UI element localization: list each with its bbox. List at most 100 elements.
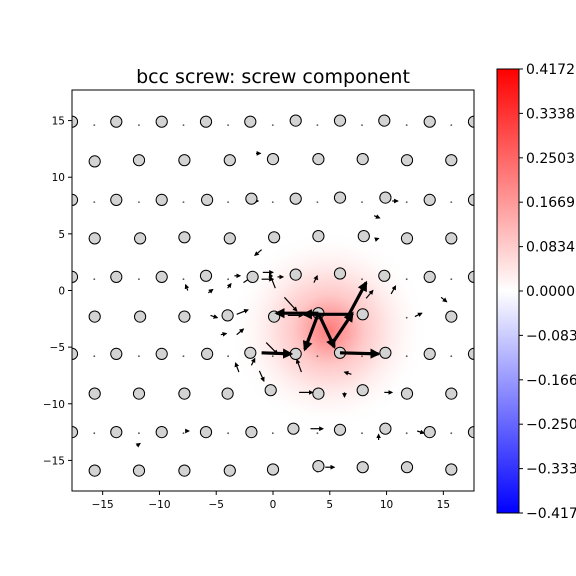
atom-marker <box>445 154 458 167</box>
grid-dot <box>361 432 363 435</box>
atom-marker <box>110 193 123 206</box>
grid-dot <box>316 355 319 358</box>
grid-dot <box>182 124 185 126</box>
atom-marker <box>289 268 302 281</box>
grid-dot <box>450 124 453 126</box>
grid-dot <box>93 432 96 435</box>
x-tick-label: −10 <box>148 499 170 511</box>
x-tick-label: −15 <box>92 499 114 511</box>
colorbar-gradient <box>496 68 520 514</box>
grid-dot <box>138 355 140 358</box>
colorbar-tick-label: 0.4172 <box>526 62 575 78</box>
colorbar-tick-label: 0.2503 <box>526 151 575 167</box>
atom-marker <box>110 347 123 360</box>
displacement-arrow-minor <box>343 370 352 376</box>
grid-dot <box>361 355 363 358</box>
atom-marker <box>199 269 213 282</box>
atom-marker <box>445 232 458 245</box>
atom-marker <box>289 347 302 360</box>
atom-marker <box>423 115 436 128</box>
displacement-arrow-minor <box>236 328 245 336</box>
colorbar-tick-label: −0.083 <box>526 328 576 344</box>
plot-area: −15 −10 −5 0 5 10 15 −15 −10 −5 0 5 10 15 <box>43 86 475 511</box>
atom-marker <box>379 422 392 435</box>
atom-marker <box>244 115 257 128</box>
displacement-arrow-major <box>316 312 336 349</box>
atom-marker <box>287 422 300 435</box>
displacement-arrow-minor <box>313 274 318 283</box>
colorbar-tick-label: 0.0000 <box>526 284 575 300</box>
atom-marker <box>266 463 280 476</box>
x-tick-label: 0 <box>270 499 277 511</box>
colorbar-tick-label: −0.250 <box>526 417 576 433</box>
colorbar-tick-label: −0.333 <box>526 462 576 478</box>
grid-dot <box>405 355 408 358</box>
colorbar-ticks: 0.4172 0.3338 0.2503 0.1669 0.0834 0.0000 −0.0… <box>519 62 576 522</box>
colorbar-tick-label: −0.417 <box>526 506 576 522</box>
atom-marker <box>199 115 213 128</box>
grid-dot <box>271 432 274 435</box>
displacement-arrow-minor <box>440 296 448 303</box>
atom-marker <box>400 232 414 245</box>
atom-marker <box>356 384 369 397</box>
atom-marker <box>379 346 392 359</box>
grid-dot <box>182 355 185 358</box>
displacement-arrow-minor <box>390 285 397 295</box>
grid-dot <box>93 278 96 281</box>
grid-dot <box>450 278 453 281</box>
grid-dot <box>316 201 319 204</box>
y-tick-label: 5 <box>58 229 65 241</box>
atom-marker <box>88 232 101 245</box>
atom-marker <box>423 347 436 360</box>
atoms <box>72 114 474 477</box>
atom-marker <box>110 426 123 439</box>
atom-marker <box>178 231 191 244</box>
grid-dot <box>93 124 96 126</box>
grid-dot <box>450 355 453 358</box>
atom-marker <box>178 464 191 477</box>
atom-marker <box>312 387 325 400</box>
displacement-arrow-major <box>302 312 320 352</box>
grid-dot <box>138 278 140 281</box>
atom-marker <box>333 191 347 204</box>
atom-marker <box>132 154 146 167</box>
atom-marker <box>289 114 302 127</box>
displacement-arrow-minor <box>254 249 262 257</box>
atom-marker <box>223 232 236 245</box>
grid-dot <box>316 432 319 435</box>
atom-marker <box>245 192 258 205</box>
displacement-arrow-major <box>330 311 354 345</box>
grid-dot <box>182 432 185 435</box>
displacement-arrow-minor <box>373 214 381 219</box>
x-tick-label: −5 <box>208 499 223 511</box>
colorbar-tick-label: 0.0834 <box>526 240 575 256</box>
grid-dot <box>227 278 230 281</box>
atom-marker <box>289 192 302 205</box>
atom-marker <box>223 154 236 167</box>
grid-dot <box>227 124 230 126</box>
atom-marker <box>333 267 347 280</box>
atom-marker <box>356 153 369 166</box>
atom-marker <box>178 154 191 167</box>
major-arrows <box>261 280 381 359</box>
atom-marker <box>266 153 280 166</box>
displacement-arrow-minor <box>220 331 228 337</box>
atom-marker <box>223 464 236 477</box>
atom-marker <box>400 154 414 167</box>
atom-marker <box>155 426 168 439</box>
colorbar-tick-label: −0.166 <box>526 373 576 389</box>
x-tick-label: 5 <box>326 499 333 511</box>
atom-marker <box>221 309 234 322</box>
atom-marker <box>245 426 258 439</box>
atom-marker <box>199 426 213 439</box>
atom-marker <box>155 193 168 206</box>
displacement-arrow-minor <box>210 314 219 319</box>
displacement-arrow-minor <box>250 357 256 366</box>
displacement-arrow-minor <box>207 288 214 294</box>
y-axis: −15 −10 −5 0 5 10 15 <box>43 116 72 467</box>
atom-marker <box>178 310 191 323</box>
grid-dot <box>450 86 452 88</box>
displacement-arrow-minor <box>365 289 374 299</box>
y-tick-label: 0 <box>58 286 65 298</box>
